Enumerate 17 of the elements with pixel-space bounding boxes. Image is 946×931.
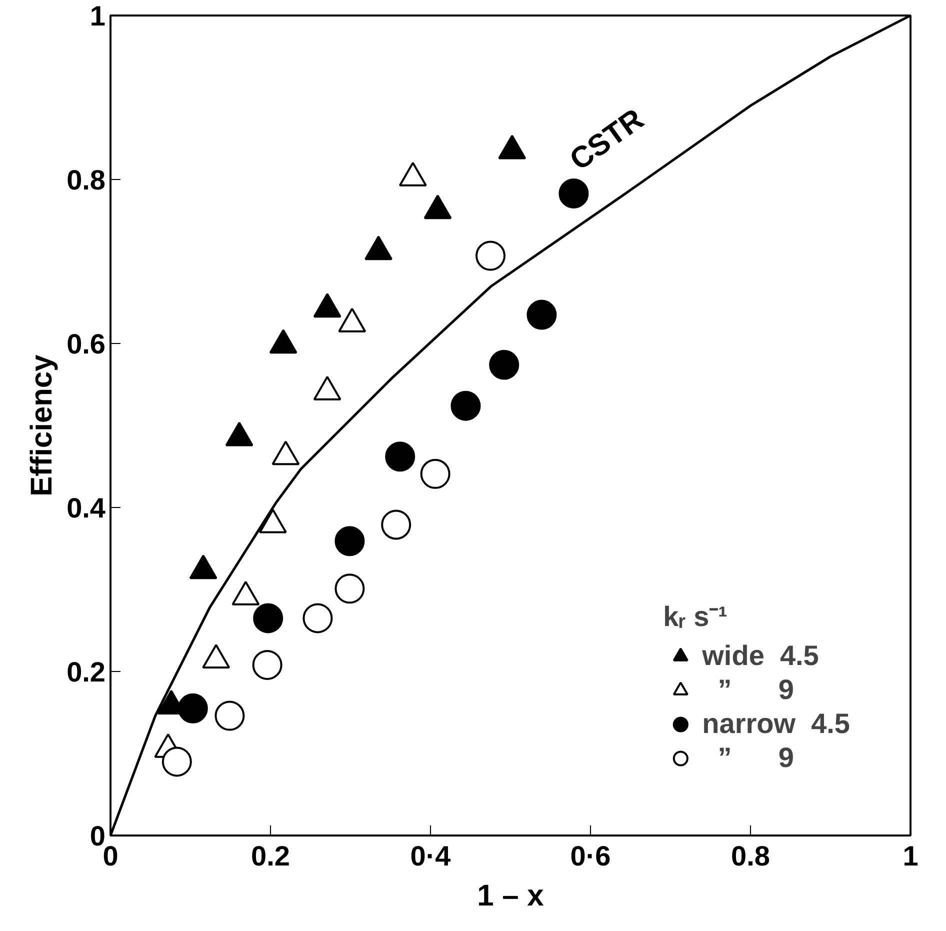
x-tick-label: 0·6 (570, 840, 611, 872)
legend-label: ” 9 (716, 742, 794, 774)
x-tick-label: 0.8 (731, 840, 770, 872)
y-tick-label: 0.4 (66, 492, 106, 524)
y-tick-label: 1 (90, 0, 106, 32)
y-axis-title: Efficiency (26, 354, 59, 496)
x-tick-label: 0.2 (251, 840, 290, 872)
y-tick-label: 0.2 (66, 656, 106, 688)
legend-title: kᵣ s⁻¹ (663, 600, 728, 634)
y-tick-label: 0.8 (66, 164, 106, 196)
legend-label: wide 4.5 (702, 640, 819, 672)
legend-label: narrow 4.5 (702, 708, 850, 740)
x-axis-title: 1 – x (477, 880, 544, 912)
x-tick-label: 0·4 (410, 840, 452, 872)
y-tick-label: 0.6 (66, 328, 106, 360)
x-tick-label: 1 (902, 840, 918, 872)
legend-label: ” 9 (716, 674, 794, 706)
